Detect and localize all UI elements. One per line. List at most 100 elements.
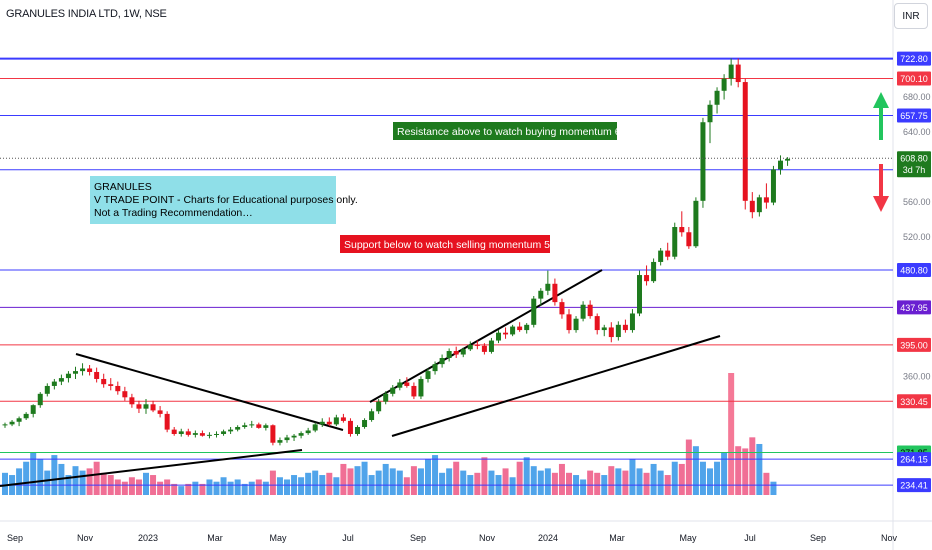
trend-line [75, 353, 344, 431]
candle-body [80, 368, 86, 372]
currency-selector[interactable]: INR [894, 3, 928, 29]
volume-bar [16, 468, 23, 495]
candle-body [637, 275, 642, 314]
volume-bar [728, 373, 735, 495]
candle-body [178, 431, 184, 434]
candle-body [277, 440, 283, 443]
volume-bar [502, 468, 509, 495]
level-price-tag: 700.10 [897, 71, 931, 86]
level-price-tag: 722.80 [897, 51, 931, 66]
volume-bar [128, 477, 135, 495]
candle-body [453, 351, 459, 355]
volume-bar [114, 479, 121, 495]
candle-body [129, 397, 135, 405]
volume-bar [2, 472, 8, 495]
candle-body [608, 327, 614, 338]
candle-body [108, 384, 114, 386]
info-box-bg [90, 176, 336, 224]
candle-body [305, 430, 311, 434]
volume-bar [262, 481, 269, 495]
candle-body [2, 424, 8, 426]
candle-body [228, 429, 234, 432]
candle-body [707, 104, 713, 123]
level-tag-bg [897, 478, 931, 493]
volume-bar [432, 455, 439, 495]
volume-bar [608, 466, 615, 495]
volume-bar [234, 479, 241, 495]
level-price-tag: 330.45 [897, 394, 931, 409]
candle-body [284, 437, 290, 441]
candle-body [101, 378, 107, 385]
candle-body [37, 393, 43, 406]
candle-body [700, 122, 706, 201]
volume-bar [587, 470, 594, 495]
volume-bar [699, 461, 706, 495]
level-tag-label: 437.95 [900, 303, 928, 313]
volume-bar [763, 472, 770, 495]
volume-bar [403, 477, 410, 495]
x-tick-label: Sep [810, 533, 826, 543]
level-tag-bg [897, 452, 931, 467]
y-tick-label: 680.00 [903, 92, 931, 102]
candle-body [221, 431, 227, 434]
volume-bar [714, 461, 721, 495]
candle-body [615, 324, 621, 338]
volume-bar [333, 477, 340, 495]
volume-bar [756, 443, 763, 495]
volume-bar [735, 446, 742, 495]
volume-bar [580, 479, 587, 495]
candle-body [143, 404, 149, 409]
volume-bar [636, 468, 643, 495]
volume-bar [685, 439, 692, 495]
volume-bar [276, 477, 283, 495]
level-tag-bg [897, 337, 931, 352]
level-tag-label: 657.75 [900, 111, 928, 121]
volume-bar [643, 472, 650, 495]
volume-bar [537, 470, 544, 495]
candle-body [115, 385, 121, 392]
candle-body [298, 433, 304, 436]
candle-body [651, 261, 657, 282]
volume-bar [284, 479, 290, 495]
candle-body [488, 340, 494, 352]
candle-body [545, 283, 551, 291]
candle-body [94, 371, 100, 379]
volume-bar [100, 472, 107, 495]
candle-body [214, 433, 219, 435]
volume-bar [44, 470, 51, 495]
volume-bar [171, 483, 178, 495]
level-tag-bg [897, 394, 931, 409]
candle-body [467, 344, 473, 350]
volume-bar [51, 455, 58, 495]
volume-bar [347, 468, 354, 495]
volume-bar [72, 466, 79, 495]
x-tick-label: Nov [77, 533, 94, 543]
candle-body [686, 232, 692, 247]
volume-bar [23, 461, 30, 495]
volume-bar [707, 468, 713, 495]
volume-bar [157, 481, 164, 495]
y-tick-label: 560.00 [903, 197, 931, 207]
trend-line [391, 335, 721, 437]
x-tick-label: Jul [744, 533, 756, 543]
candle-body [340, 417, 346, 421]
candle-body [235, 426, 241, 430]
candle-body [503, 332, 509, 335]
volume-bar [79, 470, 86, 495]
support-bg [340, 235, 550, 253]
volume-bar [199, 483, 206, 495]
level-tag-label: 480.80 [900, 265, 928, 275]
volume-bar [551, 472, 558, 495]
x-tick-label: Nov [881, 533, 898, 543]
volume-bar [678, 463, 685, 495]
volume-bar [206, 479, 213, 495]
candle-body [517, 326, 523, 331]
candle-body [510, 326, 516, 335]
volume-bar [135, 479, 142, 495]
candle-body [390, 387, 396, 394]
volume-bar [481, 457, 488, 495]
volume-bar [721, 452, 728, 495]
candle-body [531, 298, 537, 325]
